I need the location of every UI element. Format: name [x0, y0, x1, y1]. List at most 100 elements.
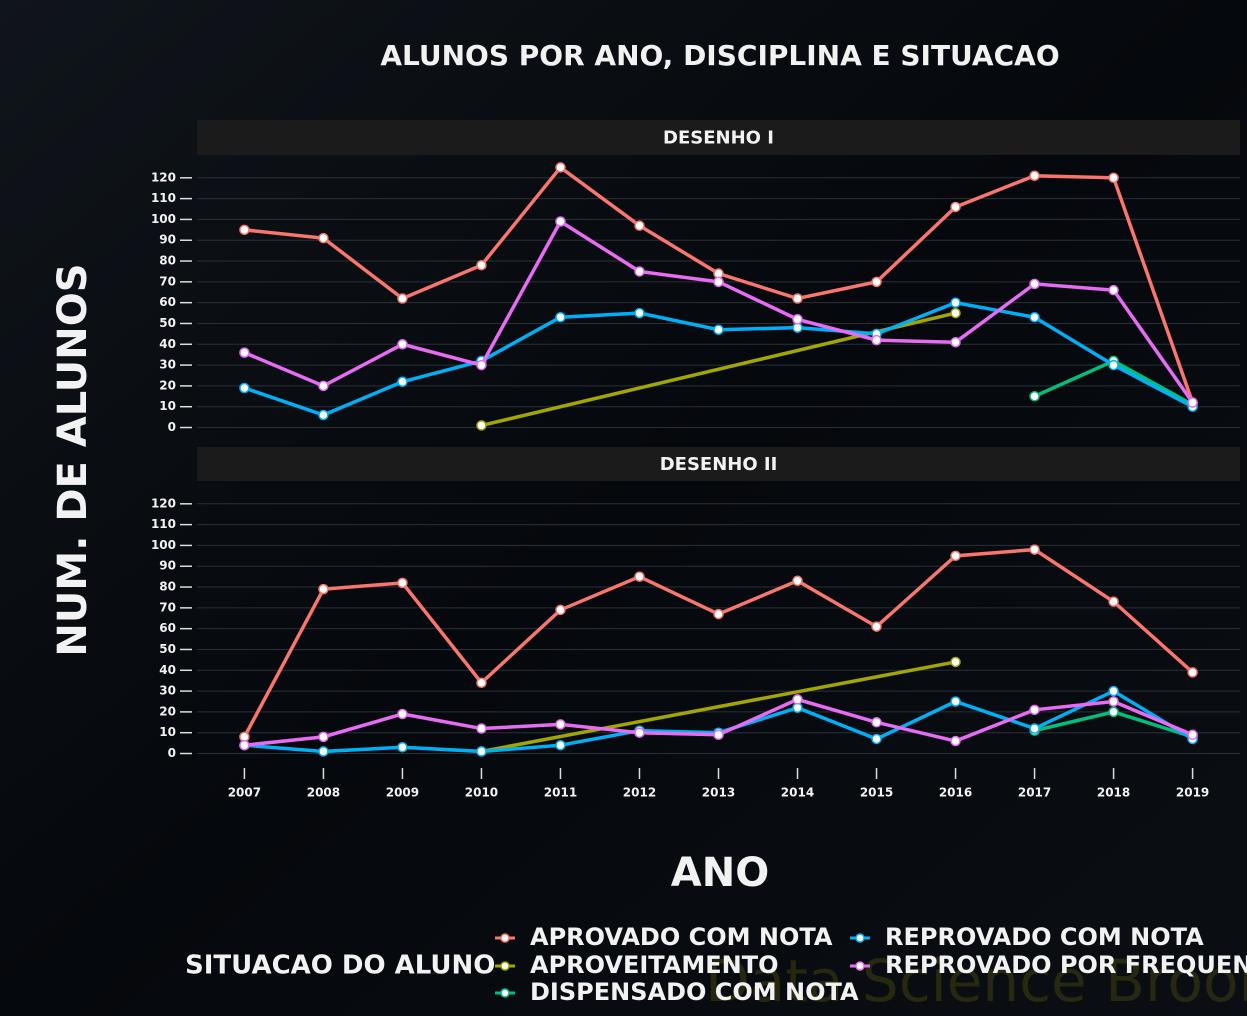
point [476, 359, 487, 371]
point [1029, 311, 1040, 323]
x-tick-label: 2017 [1018, 786, 1051, 800]
point [476, 259, 487, 271]
point [1187, 729, 1198, 741]
strip [197, 447, 1240, 481]
point [318, 583, 329, 595]
x-tick-label: 2018 [1097, 786, 1130, 800]
point [555, 311, 566, 323]
point [1187, 667, 1198, 678]
y-tick-label: 60 [159, 295, 176, 309]
x-tick-label: 2012 [623, 786, 656, 800]
point [555, 162, 566, 173]
point [555, 604, 566, 616]
x-tick-label: 2010 [465, 786, 498, 800]
point [239, 739, 250, 751]
y-tick-label: 120 [151, 170, 176, 184]
point [476, 677, 487, 689]
y-tick-label: 20 [159, 704, 176, 718]
point [1029, 278, 1040, 290]
point [555, 719, 566, 730]
point [713, 276, 724, 288]
point [1029, 544, 1040, 555]
legend-label: APROVADO COM NOTA [530, 923, 833, 951]
point [1029, 704, 1040, 716]
point [318, 232, 329, 244]
panel-title: DESENHO II [660, 454, 778, 475]
chart-title: ALUNOS POR ANO, DISCIPLINA E SITUACAO [380, 39, 1059, 72]
point [318, 731, 329, 743]
y-tick-label: 120 [151, 496, 176, 510]
point [318, 380, 329, 392]
point [871, 733, 882, 745]
point [1187, 397, 1198, 408]
y-tick-label: 40 [159, 337, 176, 351]
y-tick-label: 40 [159, 663, 176, 677]
point [318, 746, 329, 757]
x-tick-label: 2014 [781, 786, 814, 800]
point [1108, 172, 1119, 184]
legend-title: SITUACAO DO ALUNO [185, 951, 495, 981]
y-tick-label: 10 [159, 399, 176, 413]
point [476, 746, 487, 757]
point [950, 336, 961, 348]
series-line [481, 660, 956, 754]
point [792, 293, 803, 304]
point [476, 723, 487, 734]
legend-label: APROVEITAMENTO [530, 951, 779, 979]
point [476, 420, 487, 431]
legend-label: DISPENSADO COM NOTA [530, 978, 859, 1006]
point [713, 729, 724, 741]
point [950, 550, 961, 562]
x-tick-label: 2009 [386, 786, 419, 800]
point [634, 727, 645, 738]
point [950, 297, 961, 308]
y-tick-label: 0 [168, 746, 176, 760]
y-tick-label: 50 [159, 316, 176, 330]
x-tick-label: 2019 [1176, 786, 1209, 800]
y-tick-label: 60 [159, 621, 176, 635]
legend-key-point [500, 933, 510, 943]
point [792, 694, 803, 705]
y-tick-label: 90 [159, 233, 176, 247]
point [950, 201, 961, 213]
point [397, 293, 408, 304]
watermark: Data Science Broom [705, 947, 1247, 1015]
panel-title: DESENHO I [663, 128, 774, 149]
legend-label: REPROVADO POR FREQUENCIA [885, 951, 1247, 979]
point [792, 575, 803, 587]
y-tick-label: 100 [151, 538, 176, 552]
point [792, 314, 803, 325]
point [634, 220, 645, 231]
point [239, 382, 250, 394]
legend-key-point [500, 961, 510, 971]
point [713, 608, 724, 620]
point [1108, 284, 1119, 296]
point [397, 339, 408, 350]
point [1029, 170, 1040, 181]
point [871, 276, 882, 288]
point [950, 656, 961, 668]
y-tick-label: 20 [159, 378, 176, 392]
point [239, 224, 250, 236]
y-tick-label: 100 [151, 212, 176, 226]
y-tick-label: 70 [159, 600, 176, 614]
x-tick-label: 2011 [544, 786, 577, 800]
x-tick-label: 2008 [307, 786, 340, 800]
point [239, 347, 250, 358]
point [555, 216, 566, 227]
point [634, 571, 645, 582]
y-tick-label: 90 [159, 559, 176, 573]
x-tick-label: 2015 [860, 786, 893, 800]
y-tick-label: 0 [168, 420, 176, 434]
y-tick-label: 80 [159, 580, 176, 594]
point [950, 735, 961, 747]
point [397, 577, 408, 589]
point [397, 742, 408, 753]
x-tick-label: 2007 [228, 786, 261, 800]
legend-key-point [855, 933, 865, 943]
legend-key-point [500, 988, 510, 998]
y-tick-label: 10 [159, 725, 176, 739]
point [713, 324, 724, 335]
point [1108, 685, 1119, 697]
y-tick-label: 80 [159, 254, 176, 268]
